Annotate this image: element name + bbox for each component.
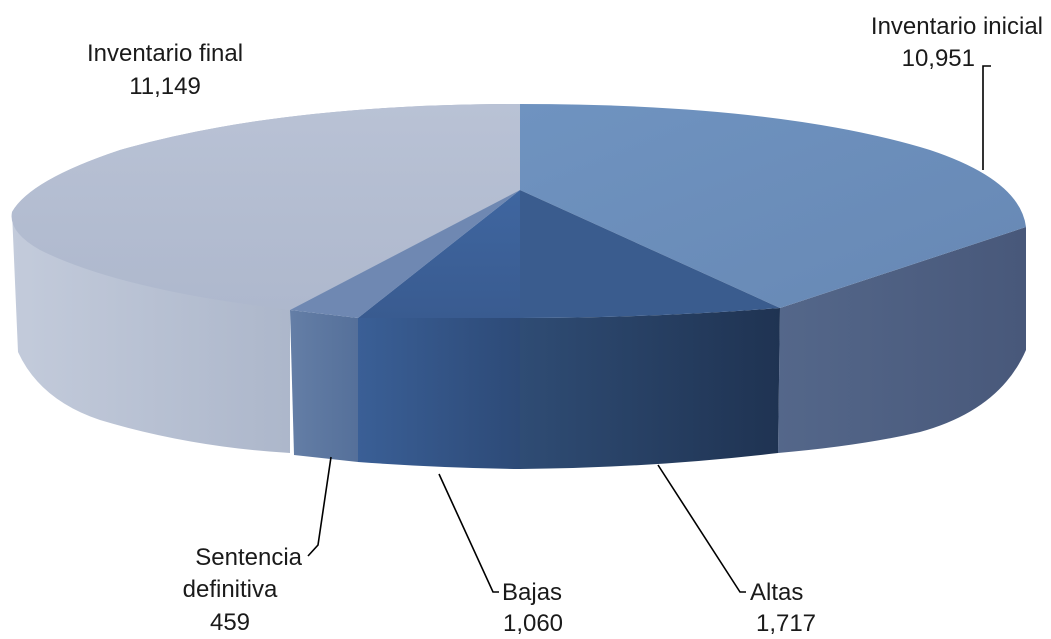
label-inventario-inicial: Inventario inicial 10,951 <box>871 13 1043 72</box>
label-value: 1,717 <box>756 610 816 637</box>
label-value: 1,060 <box>503 610 563 637</box>
label-inventario-final: Inventario final 11,149 <box>87 40 243 100</box>
label-bajas: Bajas 1,060 <box>502 579 563 637</box>
slice-altas <box>520 190 780 469</box>
label-name-line2: definitiva <box>183 576 278 603</box>
label-name: Inventario final <box>87 40 243 67</box>
label-altas: Altas 1,717 <box>750 579 816 637</box>
slice-sentencia-definitiva <box>290 190 520 462</box>
label-value: 459 <box>210 609 250 636</box>
label-sentencia-definitiva: Sentencia definitiva 459 <box>183 544 303 636</box>
leader-altas <box>657 464 746 593</box>
slice-inventario-final <box>11 104 521 453</box>
leader-bajas <box>438 473 499 593</box>
leader-sentencia-definitiva <box>307 456 332 557</box>
slice-bajas <box>358 190 520 469</box>
slice-inventario-inicial <box>520 104 1026 453</box>
label-name: Bajas <box>502 579 562 606</box>
leader-inventario-inicial <box>982 65 991 170</box>
label-value: 10,951 <box>902 45 975 72</box>
label-value: 11,149 <box>129 73 201 100</box>
label-name-line1: Sentencia <box>195 544 302 571</box>
label-name: Altas <box>750 579 803 606</box>
label-name: Inventario inicial <box>871 13 1043 40</box>
